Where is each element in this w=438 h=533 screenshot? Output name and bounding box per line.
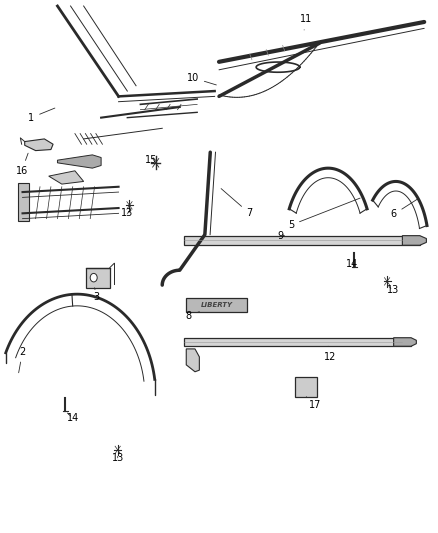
Text: 1: 1 bbox=[28, 108, 55, 123]
Text: 3: 3 bbox=[94, 288, 100, 302]
Polygon shape bbox=[186, 349, 199, 372]
Polygon shape bbox=[49, 171, 84, 184]
Text: 13: 13 bbox=[121, 208, 134, 219]
Text: 17: 17 bbox=[306, 397, 321, 410]
Polygon shape bbox=[57, 155, 101, 168]
Text: 13: 13 bbox=[112, 453, 124, 463]
Polygon shape bbox=[394, 338, 417, 346]
Text: LIBERTY: LIBERTY bbox=[201, 302, 233, 308]
FancyBboxPatch shape bbox=[295, 376, 317, 397]
Text: 12: 12 bbox=[324, 346, 336, 362]
Text: 15: 15 bbox=[145, 155, 158, 165]
Text: 2: 2 bbox=[19, 346, 26, 373]
Text: 5: 5 bbox=[288, 198, 360, 230]
Text: 7: 7 bbox=[221, 189, 253, 219]
Text: 11: 11 bbox=[300, 14, 312, 30]
FancyBboxPatch shape bbox=[184, 236, 420, 245]
Circle shape bbox=[90, 273, 97, 282]
Text: 16: 16 bbox=[15, 153, 28, 176]
FancyBboxPatch shape bbox=[18, 183, 29, 221]
Text: 13: 13 bbox=[387, 286, 399, 295]
Text: 9: 9 bbox=[277, 231, 285, 241]
Text: 14: 14 bbox=[346, 259, 358, 269]
FancyBboxPatch shape bbox=[186, 298, 247, 312]
Text: 14: 14 bbox=[67, 413, 79, 423]
Text: 6: 6 bbox=[391, 199, 418, 220]
FancyBboxPatch shape bbox=[184, 338, 411, 346]
FancyBboxPatch shape bbox=[86, 268, 110, 288]
Polygon shape bbox=[403, 236, 426, 245]
Text: 10: 10 bbox=[187, 73, 216, 85]
Polygon shape bbox=[25, 139, 53, 151]
Text: 8: 8 bbox=[185, 311, 199, 321]
